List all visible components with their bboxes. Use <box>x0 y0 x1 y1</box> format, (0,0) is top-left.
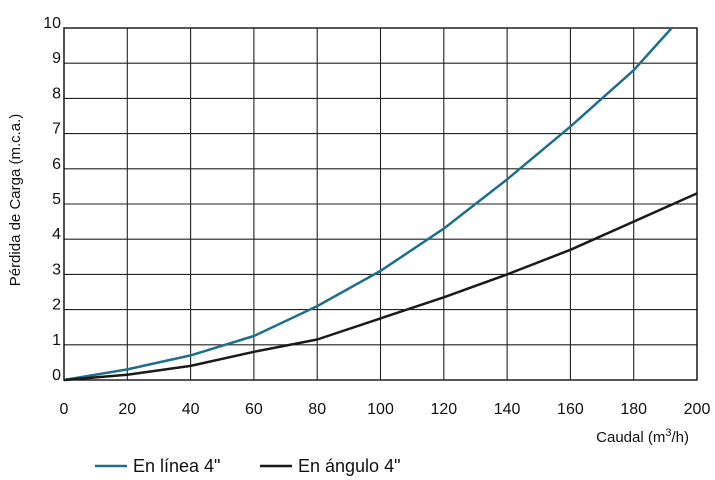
y-tick-label: 2 <box>52 297 61 314</box>
legend: En línea 4" En ángulo 4" <box>95 456 400 476</box>
legend-label-1: En línea 4" <box>133 456 220 476</box>
x-tick-label: 80 <box>308 401 326 418</box>
x-tick-label: 20 <box>118 401 136 418</box>
y-axis-title: Pérdida de Carga (m.c.a.) <box>7 114 24 287</box>
x-axis-title-superscript: 3 <box>665 427 671 439</box>
y-tick-label: 5 <box>52 191 61 208</box>
y-tick-label: 4 <box>52 226 61 243</box>
x-tick-label: 160 <box>557 401 584 418</box>
x-tick-label: 100 <box>367 401 394 418</box>
series-line-1 <box>63 27 673 382</box>
x-tick-label: 40 <box>182 401 200 418</box>
y-tick-label: 6 <box>52 156 61 173</box>
y-tick-labels: 0 1 2 3 4 5 6 7 8 9 10 <box>43 15 61 384</box>
x-tick-label: 120 <box>430 401 457 418</box>
series-lines <box>63 27 698 382</box>
x-tick-label: 180 <box>620 401 647 418</box>
x-axis-title: Caudal (m3/h) <box>596 427 689 446</box>
x-tick-label: 60 <box>245 401 263 418</box>
legend-label-2: En ángulo 4" <box>298 456 400 476</box>
x-tick-label: 140 <box>494 401 521 418</box>
y-tick-label: 1 <box>52 332 61 349</box>
plot-frame <box>63 27 698 381</box>
y-tick-label: 3 <box>52 261 61 278</box>
x-tick-labels: 0 20 40 60 80 100 120 140 160 180 200 <box>60 401 711 418</box>
x-tick-label: 200 <box>684 401 711 418</box>
y-tick-label: 8 <box>52 85 61 102</box>
grid <box>63 27 698 381</box>
y-tick-label: 10 <box>43 15 61 32</box>
y-tick-label: 7 <box>52 121 61 138</box>
plot-border <box>63 27 698 381</box>
series-line-2 <box>63 192 698 382</box>
y-tick-label: 0 <box>52 367 61 384</box>
y-tick-label: 9 <box>52 50 61 67</box>
x-tick-label: 0 <box>60 401 69 418</box>
